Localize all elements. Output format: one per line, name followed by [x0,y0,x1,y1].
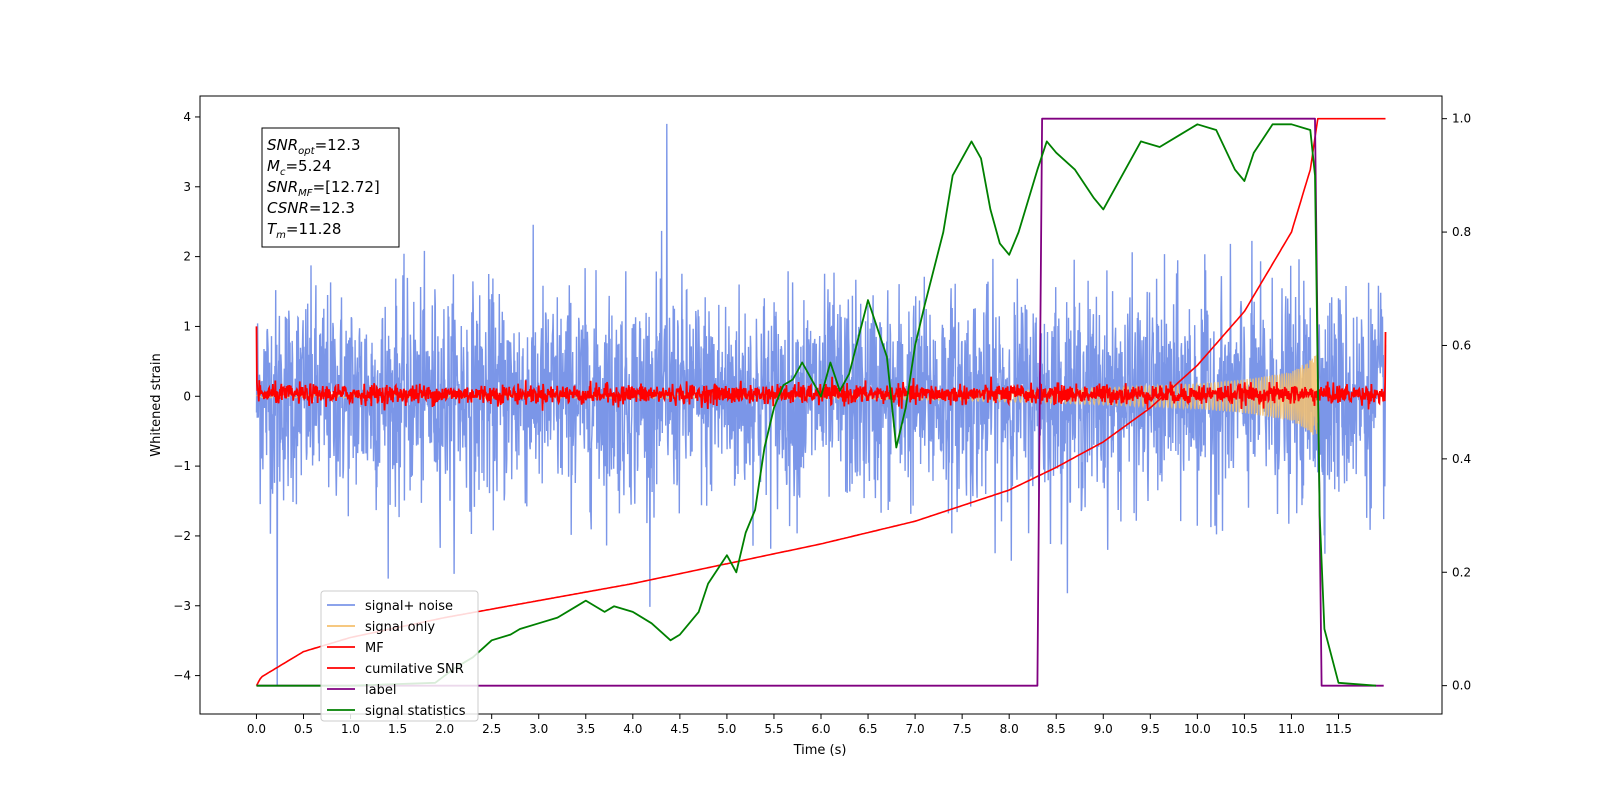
x-tick-label: 3.0 [529,722,548,736]
x-tick-label: 5.5 [764,722,783,736]
legend-label: MF [365,641,384,656]
annotation-symbol: SNR [267,136,298,154]
y-axis-title: Whitened strain [149,353,164,456]
y-tick-label: 4 [183,110,191,124]
annotation-symbol: SNR [267,178,298,196]
annotation-value: =5.24 [285,157,331,175]
x-tick-label: 0.0 [247,722,266,736]
x-axis: 0.0 0.5 1.0 1.5 2.0 2.5 3.0 3.5 4.0 4.5 5.0 5.5 6.0 6… [247,714,1352,736]
annotation-frame [261,127,400,248]
x-tick-label: 9.0 [1094,722,1113,736]
x-tick-label: 9.5 [1141,722,1160,736]
y2-tick-label: 0.4 [1452,452,1471,466]
annotation-symbol: M [267,157,280,175]
y-axis: −4 −3 −2 −1 0 1 2 3 4 [173,110,200,683]
y2-axis: 0.0 0.2 0.4 0.6 0.8 1.0 [1442,112,1471,693]
y2-tick-label: 0.8 [1452,225,1471,239]
y-tick-label: −1 [173,459,191,473]
annotation-subscript: c [280,167,286,178]
y2-tick-label: 0.2 [1452,565,1471,579]
x-tick-label: 4.0 [623,722,642,736]
annotation-subscript: MF [298,188,313,199]
annotation-line: Tm=11.28 [267,220,341,241]
x-tick-label: 5.0 [717,722,736,736]
y-tick-label: −4 [173,669,191,683]
x-tick-label: 8.5 [1047,722,1066,736]
y-tick-label: −2 [173,529,191,543]
x-tick-label: 6.5 [858,722,877,736]
legend-label: signal only [365,620,435,635]
x-tick-label: 2.5 [482,722,501,736]
x-tick-label: 0.5 [294,722,313,736]
annotation-line: CSNR=12.3 [267,199,355,217]
x-tick-label: 10.0 [1184,722,1211,736]
y-tick-label: 0 [183,389,191,403]
x-axis-title: Time (s) [793,743,847,758]
y-tick-label: 2 [183,250,191,264]
y2-tick-label: 0.6 [1452,338,1471,352]
x-tick-label: 11.0 [1278,722,1305,736]
annotation-value: =[12.72] [313,178,380,196]
y2-tick-label: 0.0 [1452,679,1471,693]
x-tick-label: 10.5 [1231,722,1258,736]
x-tick-label: 4.5 [670,722,689,736]
x-tick-label: 1.5 [388,722,407,736]
annotation-line: SNRMF=[12.72] [267,178,380,199]
legend-label: signal statistics [365,704,466,719]
annotation-value: =12.3 [315,136,361,154]
x-tick-label: 2.0 [435,722,454,736]
series-label [256,117,1384,687]
legend-label: cumilative SNR [365,662,464,677]
annotation-box: SNRopt=12.3Mc=5.24SNRMF=[12.72]CSNR=12.3… [261,127,400,248]
y-tick-label: 1 [183,319,191,333]
annotation-value: =11.28 [286,220,342,238]
annotation-line: Mc=5.24 [267,157,331,178]
annotation-symbol: T [267,220,278,238]
series-signal-noise [255,123,1387,687]
y2-tick-label: 1.0 [1452,112,1471,126]
legend-frame [320,590,479,722]
y-tick-label: −3 [173,599,191,613]
x-tick-label: 1.0 [341,722,360,736]
annotation-symbol: CSNR [267,199,309,217]
annotation-subscript: m [276,230,286,241]
x-tick-label: 3.5 [576,722,595,736]
legend: signal+ noise signal only MF cumilative SNR… [320,590,479,722]
x-tick-label: 8.0 [1000,722,1019,736]
x-tick-label: 11.5 [1325,722,1352,736]
annotation-value: =12.3 [309,199,355,217]
x-tick-label: 7.0 [906,722,925,736]
x-tick-label: 6.0 [811,722,830,736]
legend-label: signal+ noise [365,599,453,614]
legend-label: label [365,683,396,698]
series-signal-statistics [256,123,1377,687]
y-tick-label: 3 [183,180,191,194]
annotation-subscript: opt [298,146,315,157]
annotation-line: SNRopt=12.3 [267,136,361,157]
x-tick-label: 7.5 [953,722,972,736]
